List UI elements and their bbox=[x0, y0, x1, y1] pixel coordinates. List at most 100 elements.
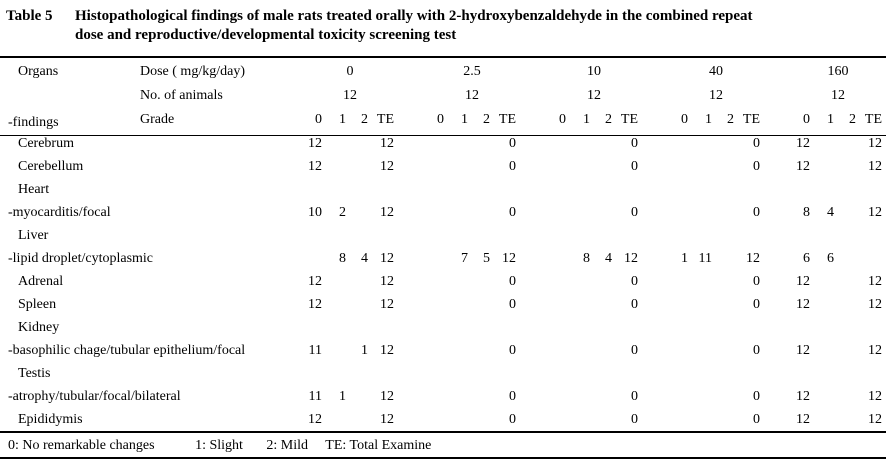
value-cell: 12 bbox=[308, 296, 322, 312]
grade-col-label: 0 bbox=[681, 112, 688, 127]
value-cell bbox=[716, 293, 738, 316]
value-cell bbox=[472, 293, 494, 316]
value-cell bbox=[472, 362, 494, 385]
gap-cell bbox=[520, 155, 546, 178]
value-cell bbox=[716, 224, 738, 247]
table-caption: Table 5 Histopathological findings of ma… bbox=[6, 7, 753, 45]
value-cell bbox=[814, 385, 838, 408]
value-cell bbox=[594, 408, 616, 431]
body-bottom-rule bbox=[0, 431, 886, 433]
table-header: Organs Dose ( mg/kg/day) 0 2.5 10 40 160 No.… bbox=[0, 60, 886, 132]
dose-header-row: Organs Dose ( mg/kg/day) 0 2.5 10 40 160 bbox=[0, 60, 886, 84]
value-cell bbox=[424, 362, 448, 385]
gap-cell bbox=[764, 247, 790, 270]
value-cell bbox=[472, 201, 494, 224]
value-cell bbox=[326, 155, 350, 178]
gap-cell bbox=[520, 293, 546, 316]
value-cell bbox=[326, 316, 350, 339]
value-cell: 1 bbox=[681, 250, 688, 266]
value-cell bbox=[668, 201, 692, 224]
value-cell bbox=[668, 224, 692, 247]
organ-name: Liver bbox=[18, 227, 49, 243]
value-cell: 0 bbox=[753, 342, 760, 358]
histopathology-table: Organs Dose ( mg/kg/day) 0 2.5 10 40 160 No.… bbox=[0, 60, 886, 431]
value-cell bbox=[814, 339, 838, 362]
gap-cell bbox=[398, 178, 424, 201]
value-cell bbox=[546, 178, 570, 201]
value-cell bbox=[350, 201, 372, 224]
gap-cell bbox=[398, 201, 424, 224]
value-cell: 12 bbox=[868, 273, 882, 289]
grade-col-label: 1 bbox=[827, 112, 834, 127]
value-cell: 12 bbox=[868, 296, 882, 312]
value-cell: 1 bbox=[361, 342, 368, 358]
value-cell bbox=[668, 316, 692, 339]
value-cell bbox=[350, 224, 372, 247]
dose-value: 2.5 bbox=[463, 64, 481, 79]
value-cell: 8 bbox=[583, 250, 590, 266]
organ-name: Heart bbox=[18, 181, 50, 197]
value-cell: 12 bbox=[868, 135, 882, 151]
value-cell bbox=[546, 408, 570, 431]
value-cell bbox=[326, 224, 350, 247]
gap-cell bbox=[398, 339, 424, 362]
organ-name: -myocarditis/focal bbox=[8, 204, 111, 220]
bottom-rule bbox=[0, 457, 886, 459]
value-cell bbox=[860, 178, 886, 201]
gap-cell bbox=[764, 84, 790, 108]
value-cell: 0 bbox=[631, 342, 638, 358]
table-row: Testis bbox=[0, 362, 886, 385]
value-cell bbox=[570, 385, 594, 408]
grade-col-label: 0 bbox=[437, 112, 444, 127]
value-cell bbox=[546, 293, 570, 316]
value-cell: 12 bbox=[796, 388, 810, 404]
value-cell: 0 bbox=[509, 411, 516, 427]
gap-cell bbox=[764, 316, 790, 339]
value-cell bbox=[350, 362, 372, 385]
value-cell: 0 bbox=[631, 135, 638, 151]
gap-cell bbox=[398, 293, 424, 316]
value-cell: 12 bbox=[308, 411, 322, 427]
value-cell bbox=[472, 270, 494, 293]
value-cell: 12 bbox=[380, 411, 394, 427]
gap-cell bbox=[642, 60, 668, 84]
animal-count: 12 bbox=[587, 88, 601, 103]
value-cell: 10 bbox=[308, 204, 322, 220]
gap-cell bbox=[520, 408, 546, 431]
value-cell bbox=[594, 178, 616, 201]
value-cell bbox=[448, 155, 472, 178]
value-cell: 11 bbox=[308, 342, 322, 358]
value-cell bbox=[790, 224, 814, 247]
value-cell: 12 bbox=[868, 342, 882, 358]
value-cell: 4 bbox=[827, 204, 834, 220]
value-cell: 0 bbox=[509, 296, 516, 312]
table-row: -atrophy/tubular/focal/bilateral 11 1 12 0 0 0… bbox=[0, 385, 886, 408]
value-cell: 12 bbox=[796, 411, 810, 427]
value-cell bbox=[814, 316, 838, 339]
grade-col-label: TE bbox=[376, 112, 394, 127]
table-row: Kidney bbox=[0, 316, 886, 339]
table-body: Cerebrum 12 12 0 0 0 12 12 Cerebellum 12 12 0 0 0 12 12… bbox=[0, 132, 886, 431]
value-cell bbox=[448, 224, 472, 247]
value-cell bbox=[594, 362, 616, 385]
gap-cell bbox=[764, 224, 790, 247]
value-cell bbox=[814, 408, 838, 431]
value-cell bbox=[692, 201, 716, 224]
gap-cell bbox=[642, 339, 668, 362]
legend-grade2: 2: Mild bbox=[266, 438, 309, 453]
value-cell bbox=[494, 316, 520, 339]
value-cell: 0 bbox=[753, 204, 760, 220]
value-cell bbox=[668, 178, 692, 201]
value-cell: 12 bbox=[868, 204, 882, 220]
value-cell: 12 bbox=[746, 250, 760, 266]
value-cell: 2 bbox=[339, 204, 346, 220]
value-cell: 0 bbox=[753, 158, 760, 174]
value-cell bbox=[350, 155, 372, 178]
gap-cell bbox=[398, 224, 424, 247]
gap-cell bbox=[520, 178, 546, 201]
value-cell: 12 bbox=[380, 296, 394, 312]
gap-cell bbox=[520, 247, 546, 270]
value-cell: 4 bbox=[361, 250, 368, 266]
value-cell: 12 bbox=[796, 342, 810, 358]
gap-cell bbox=[398, 362, 424, 385]
